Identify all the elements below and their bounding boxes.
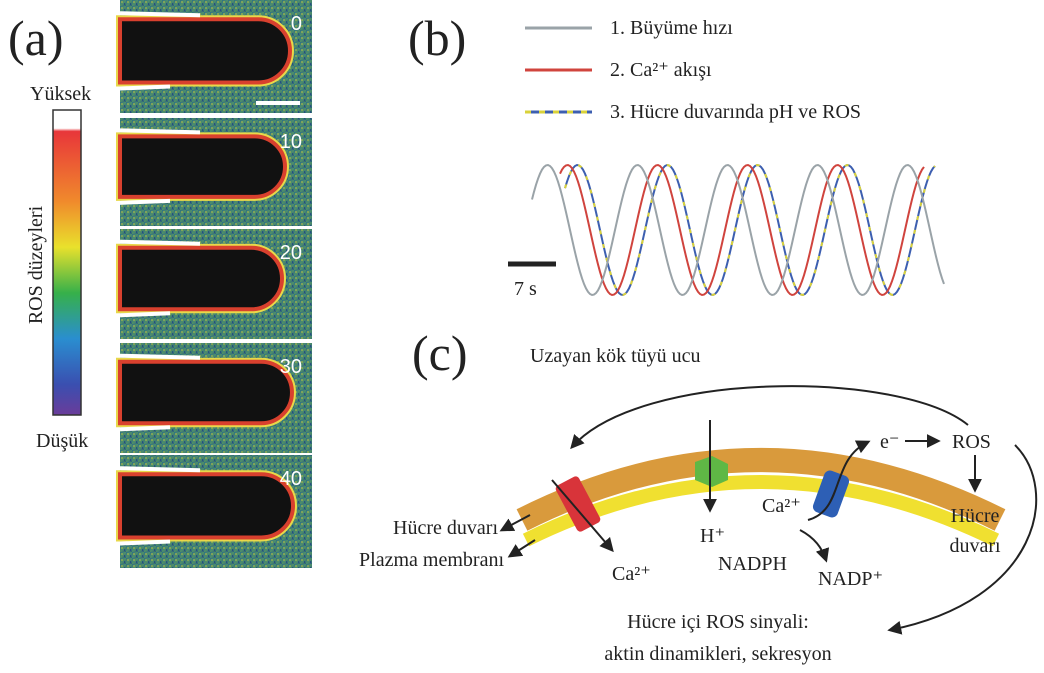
wall-highlight: [119, 198, 171, 205]
wall-highlight: [119, 425, 171, 432]
frame-number: 10: [280, 131, 302, 153]
wall-highlight: [119, 311, 171, 318]
legend-label: 3. Hücre duvarında pH ve ROS: [610, 101, 861, 123]
label: Hücre duvarı: [393, 517, 498, 539]
root-hair-edge: [118, 245, 284, 312]
nadph-oxidase: [812, 470, 850, 518]
frame-number: 20: [280, 242, 302, 264]
wall-highlight: [119, 11, 201, 18]
frames: 0 10 20 30 40: [116, 0, 312, 568]
arrow: [887, 444, 1038, 635]
label: NADPH: [718, 553, 787, 575]
label: e⁻: [880, 431, 899, 453]
arrow: [807, 440, 871, 521]
label: aktin dinamikleri, sekresyon: [604, 643, 831, 665]
legend-label: 1. Büyüme hızı: [610, 17, 733, 39]
label: Plazma membranı: [359, 549, 504, 571]
wall-highlight: [119, 466, 201, 473]
waves: [531, 163, 945, 297]
scale-bar-label: 7 s: [514, 278, 537, 300]
panel-title: Uzayan kök tüyü ucu: [530, 345, 701, 367]
label: Ca²⁺: [612, 563, 651, 585]
panel-label: (b): [408, 10, 466, 66]
panel-label: (c): [412, 325, 468, 381]
wall-highlight: [119, 239, 201, 246]
wall-highlight: [119, 128, 201, 135]
frame-number: 30: [280, 356, 302, 378]
trace: [564, 163, 936, 297]
cell-wall: [516, 448, 1006, 531]
colorbar: [52, 109, 82, 416]
label: Hücre: [951, 505, 1000, 527]
arrow: [799, 529, 830, 563]
label: H⁺: [700, 525, 725, 547]
legend-label: 2. Ca²⁺ akışı: [610, 59, 712, 81]
root-hair-edge: [118, 17, 292, 85]
trace: [559, 163, 925, 297]
arrow: [499, 514, 531, 532]
arrow: [551, 479, 614, 553]
label: duvarı: [949, 535, 1001, 557]
root-hair-edge: [118, 472, 295, 540]
label: ROS: [952, 431, 991, 453]
root-hair-edge: [118, 359, 294, 426]
arrow: [570, 385, 969, 450]
arrow: [507, 539, 536, 558]
wall-highlight: [119, 84, 171, 91]
colorbar-low: Düşük: [36, 430, 88, 452]
trace: [531, 163, 945, 297]
frame-number: 0: [291, 13, 302, 35]
frame-number: 40: [280, 468, 302, 490]
colorbar-high: Yüksek: [30, 83, 91, 105]
wall-highlight: [119, 353, 201, 360]
label: Hücre içi ROS sinyali:: [627, 611, 809, 633]
label: NADP⁺: [818, 568, 883, 590]
ca-channel: [555, 476, 601, 532]
panel-label: (a): [8, 10, 64, 66]
root-hair-edge: [118, 134, 287, 199]
colorbar-title: ROS düzeyleri: [25, 205, 47, 324]
wall-highlight: [119, 539, 171, 546]
label: Ca²⁺: [762, 495, 801, 517]
proton-pump: [695, 456, 728, 487]
